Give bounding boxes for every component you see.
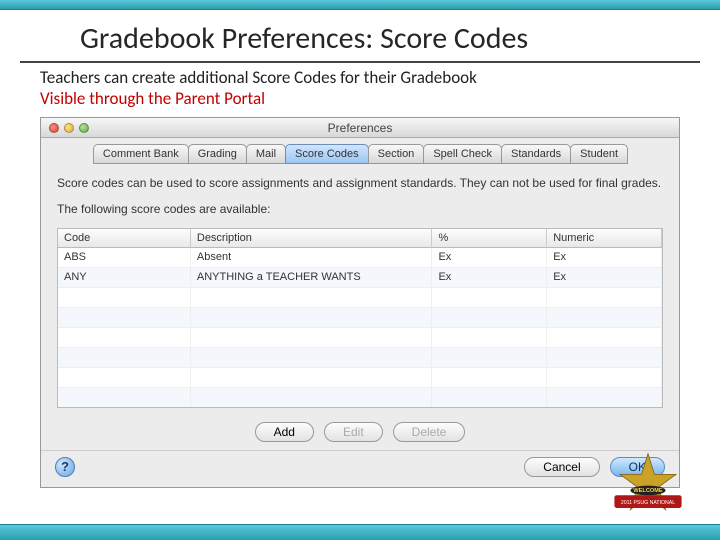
col-header[interactable]: % [432,229,547,248]
cell-desc [191,328,433,348]
badge-text: 2011 PSUG NATIONAL [621,500,675,506]
cancel-button[interactable]: Cancel [524,457,599,477]
cell-code [58,308,191,328]
table-row[interactable] [58,368,662,388]
cell-code [58,348,191,368]
table-row[interactable] [58,288,662,308]
cell-code [58,368,191,388]
tab-section[interactable]: Section [368,144,425,164]
cell-desc [191,308,433,328]
tab-score-codes[interactable]: Score Codes [285,144,369,164]
col-header[interactable]: Numeric [547,229,662,248]
cell-num [547,308,662,328]
conference-badge: 2011 PSUG NATIONAL WELCOME [608,452,688,516]
cell-code [58,388,191,408]
cell-pct [432,308,547,328]
cell-code [58,328,191,348]
edit-button: Edit [324,422,383,442]
cell-desc [191,348,433,368]
preferences-window: Preferences Comment BankGradingMailScore… [40,117,680,488]
help-icon[interactable]: ? [55,457,75,477]
tab-comment-bank[interactable]: Comment Bank [93,144,189,164]
slide-top-accent [0,0,720,10]
cell-code [58,288,191,308]
cell-desc: ANYTHING a TEACHER WANTS [191,268,433,288]
table-button-row: Add Edit Delete [41,412,679,450]
cell-num [547,348,662,368]
cell-num [547,288,662,308]
col-header[interactable]: Description [191,229,433,248]
cell-desc: Absent [191,248,433,268]
cell-desc [191,368,433,388]
cell-pct: Ex [432,248,547,268]
table-header-row: CodeDescription%Numeric [58,229,662,248]
cell-code: ABS [58,248,191,268]
cell-pct [432,288,547,308]
tab-student[interactable]: Student [570,144,628,164]
welcome-text: WELCOME [633,488,662,494]
table-row[interactable]: ABSAbsentExEx [58,248,662,268]
cell-pct: Ex [432,268,547,288]
window-title: Preferences [41,121,679,135]
cell-desc [191,388,433,408]
pane-subhead: The following score codes are available: [41,198,679,224]
pref-tabbar: Comment BankGradingMailScore CodesSectio… [41,138,679,164]
slide-title: Gradebook Preferences: Score Codes [20,10,700,63]
cell-pct [432,368,547,388]
tab-grading[interactable]: Grading [188,144,247,164]
slide-bottom-accent [0,524,720,540]
table-row[interactable] [58,308,662,328]
window-titlebar: Preferences [41,118,679,138]
tab-mail[interactable]: Mail [246,144,286,164]
dialog-footer: ? Cancel OK [41,450,679,487]
score-codes-table: CodeDescription%Numeric ABSAbsentExExANY… [57,228,663,408]
table-row[interactable]: ANYANYTHING a TEACHER WANTSExEx [58,268,662,288]
add-button[interactable]: Add [255,422,314,442]
cell-num: Ex [547,248,662,268]
table-row[interactable] [58,328,662,348]
slide-subtitle-1: Teachers can create additional Score Cod… [0,63,720,88]
tab-spell-check[interactable]: Spell Check [423,144,502,164]
cell-pct [432,348,547,368]
cell-num [547,328,662,348]
delete-button: Delete [393,422,466,442]
cell-code: ANY [58,268,191,288]
tab-standards[interactable]: Standards [501,144,571,164]
cell-num [547,368,662,388]
cell-num: Ex [547,268,662,288]
cell-desc [191,288,433,308]
cell-pct [432,388,547,408]
cell-pct [432,328,547,348]
table-row[interactable] [58,348,662,368]
cell-num [547,388,662,408]
pane-description: Score codes can be used to score assignm… [41,164,679,198]
slide-subtitle-2: Visible through the Parent Portal [0,88,720,115]
table-row[interactable] [58,388,662,408]
col-header[interactable]: Code [58,229,191,248]
